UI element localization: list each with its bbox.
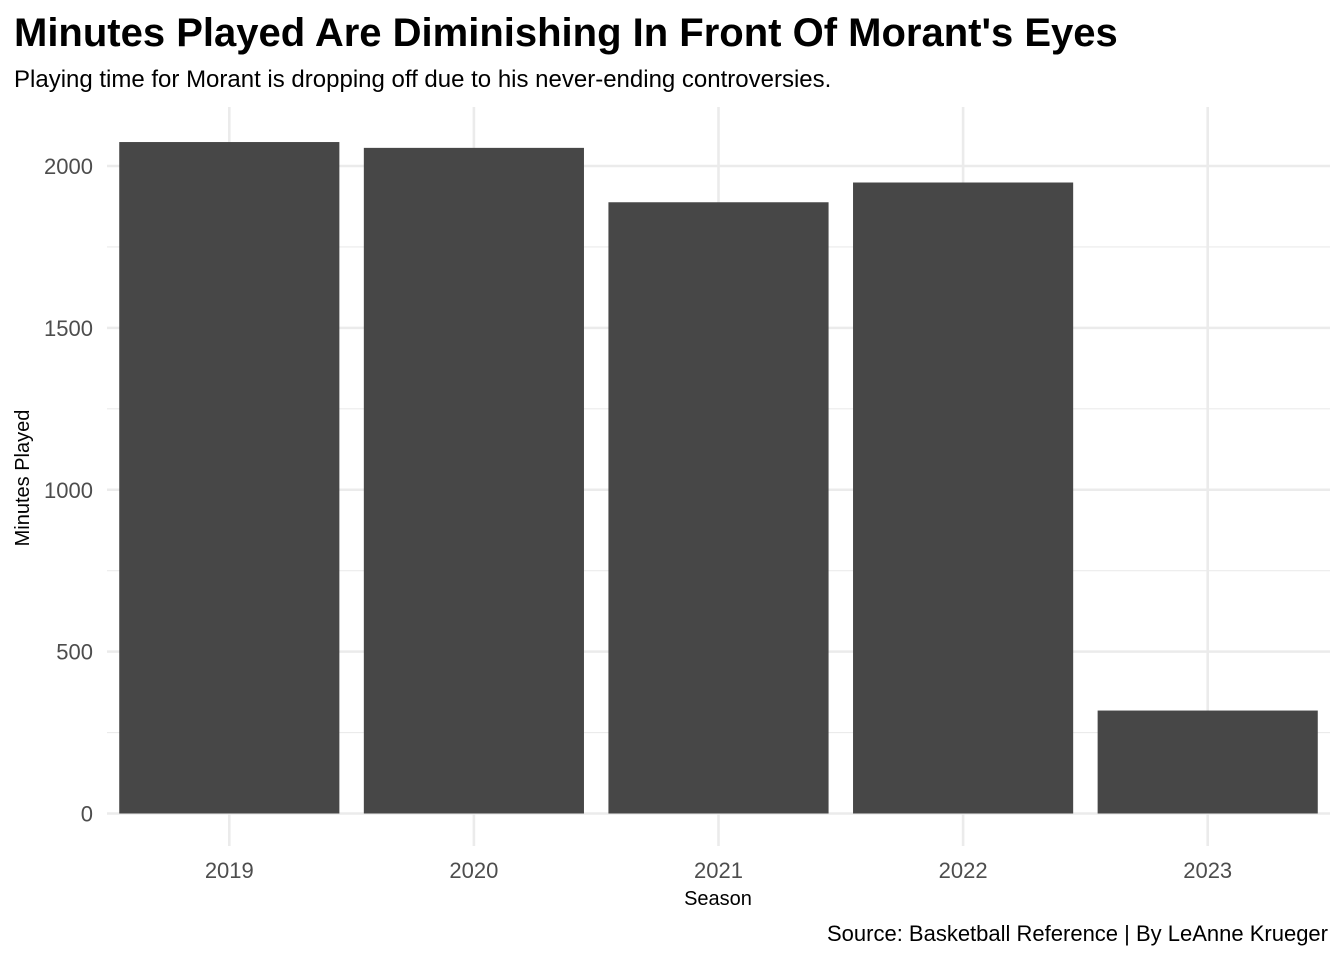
bar-2023 xyxy=(1097,710,1318,814)
chart-subtitle: Playing time for Morant is dropping off … xyxy=(14,66,831,93)
bar-2021 xyxy=(608,202,829,814)
bar-2022 xyxy=(853,182,1074,814)
x-axis-ticks: 2019 2020 2021 2022 2023 xyxy=(205,858,1232,883)
y-tick-label: 500 xyxy=(56,640,93,665)
x-tick-label: 2020 xyxy=(449,858,498,883)
y-tick-label: 1500 xyxy=(44,316,93,341)
x-tick-label: 2021 xyxy=(694,858,743,883)
y-axis-ticks: 0 500 1000 1500 2000 xyxy=(44,154,93,827)
bars xyxy=(119,142,1318,814)
chart-title: Minutes Played Are Diminishing In Front … xyxy=(14,11,1118,55)
x-axis-title: Season xyxy=(684,888,752,910)
x-tick-label: 2019 xyxy=(205,858,254,883)
x-tick-label: 2022 xyxy=(939,858,988,883)
y-tick-label: 2000 xyxy=(44,154,93,179)
y-axis-title: Minutes Played xyxy=(12,410,34,547)
x-tick-label: 2023 xyxy=(1183,858,1232,883)
y-tick-label: 0 xyxy=(81,802,93,827)
y-tick-label: 1000 xyxy=(44,478,93,503)
bar-2019 xyxy=(119,142,340,814)
chart-caption: Source: Basketball Reference | By LeAnne… xyxy=(827,921,1328,946)
bar-2020 xyxy=(363,147,584,814)
